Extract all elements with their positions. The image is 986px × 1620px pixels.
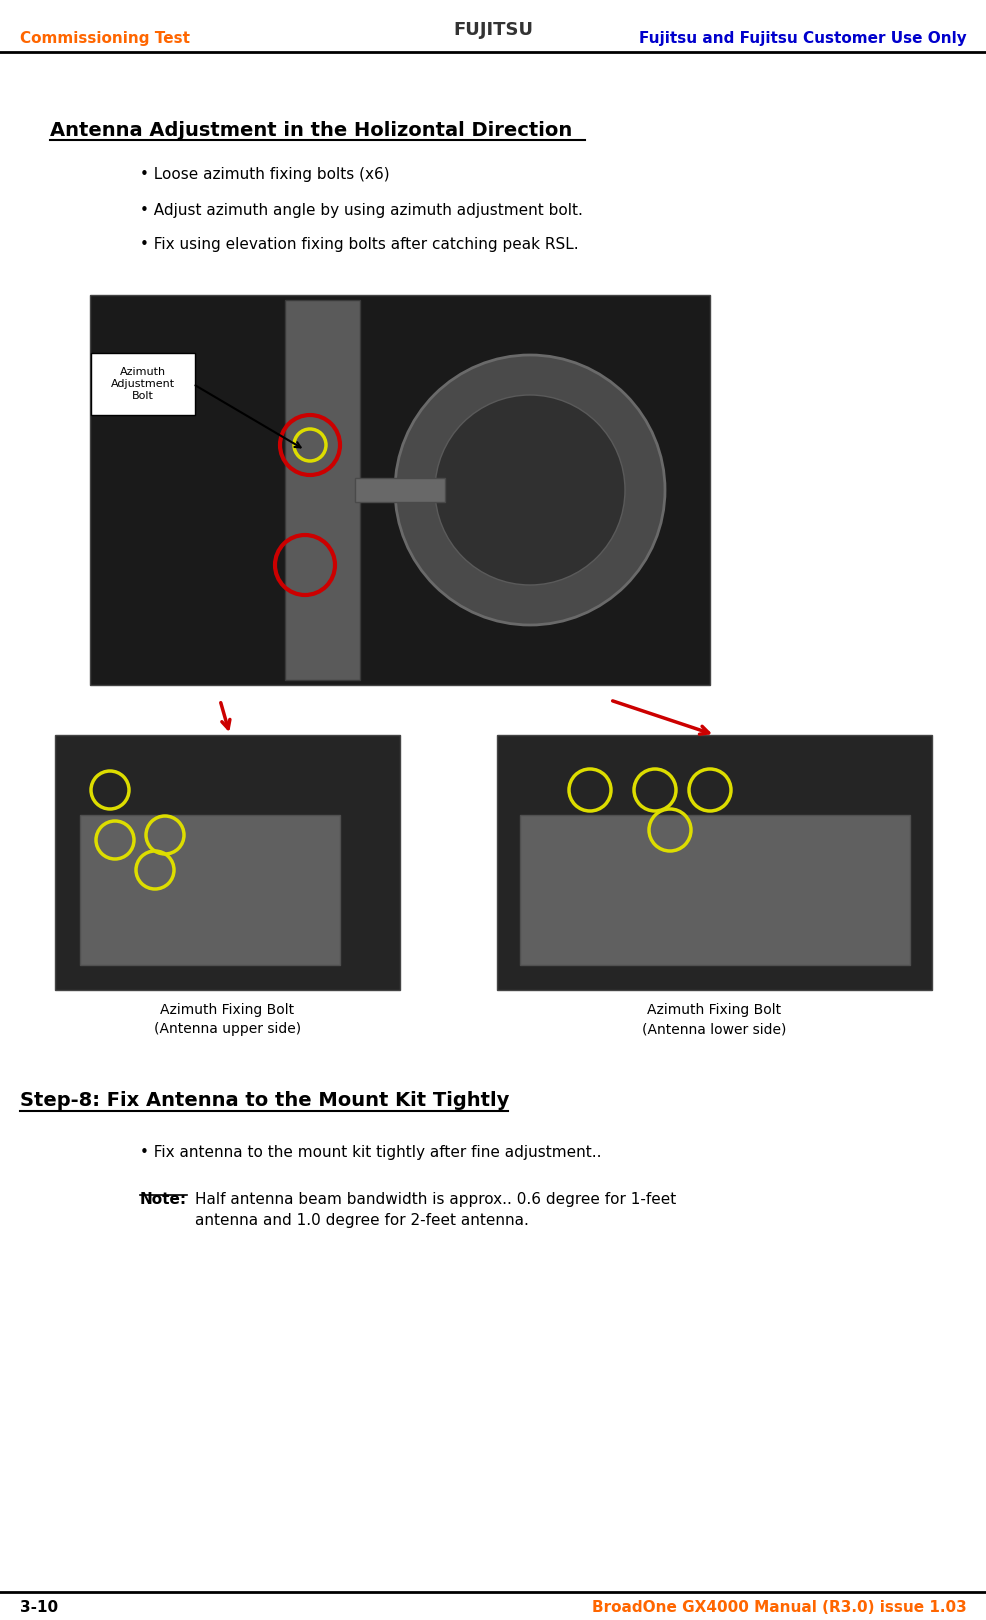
- Text: Azimuth
Adjustment
Bolt: Azimuth Adjustment Bolt: [110, 368, 175, 400]
- FancyBboxPatch shape: [55, 735, 399, 990]
- Text: Fujitsu and Fujitsu Customer Use Only: Fujitsu and Fujitsu Customer Use Only: [639, 31, 966, 45]
- Text: FUJITSU: FUJITSU: [453, 21, 532, 39]
- Text: Antenna Adjustment in the Holizontal Direction: Antenna Adjustment in the Holizontal Dir…: [50, 120, 572, 139]
- Text: Note:: Note:: [140, 1192, 187, 1207]
- Text: • Fix antenna to the mount kit tightly after fine adjustment..: • Fix antenna to the mount kit tightly a…: [140, 1144, 600, 1160]
- Text: Half antenna beam bandwidth is approx.. 0.6 degree for 1-feet
antenna and 1.0 de: Half antenna beam bandwidth is approx.. …: [195, 1192, 675, 1228]
- FancyBboxPatch shape: [285, 300, 360, 680]
- FancyBboxPatch shape: [497, 735, 931, 990]
- Text: BroadOne GX4000 Manual (R3.0) issue 1.03: BroadOne GX4000 Manual (R3.0) issue 1.03: [592, 1601, 966, 1615]
- Text: Step-8: Fix Antenna to the Mount Kit Tightly: Step-8: Fix Antenna to the Mount Kit Tig…: [20, 1090, 509, 1110]
- Text: • Adjust azimuth angle by using azimuth adjustment bolt.: • Adjust azimuth angle by using azimuth …: [140, 202, 583, 217]
- Circle shape: [394, 355, 665, 625]
- Text: • Loose azimuth fixing bolts (x6): • Loose azimuth fixing bolts (x6): [140, 167, 389, 183]
- Text: • Fix using elevation fixing bolts after catching peak RSL.: • Fix using elevation fixing bolts after…: [140, 238, 578, 253]
- Text: 3-10: 3-10: [20, 1601, 58, 1615]
- Text: Commissioning Test: Commissioning Test: [20, 31, 190, 45]
- FancyBboxPatch shape: [80, 815, 339, 966]
- FancyBboxPatch shape: [91, 353, 195, 415]
- FancyBboxPatch shape: [520, 815, 909, 966]
- Text: Azimuth Fixing Bolt
(Antenna lower side): Azimuth Fixing Bolt (Antenna lower side): [642, 1003, 786, 1037]
- Circle shape: [435, 395, 624, 585]
- FancyBboxPatch shape: [355, 478, 445, 502]
- Text: Azimuth Fixing Bolt
(Antenna upper side): Azimuth Fixing Bolt (Antenna upper side): [154, 1003, 301, 1037]
- FancyBboxPatch shape: [90, 295, 709, 685]
